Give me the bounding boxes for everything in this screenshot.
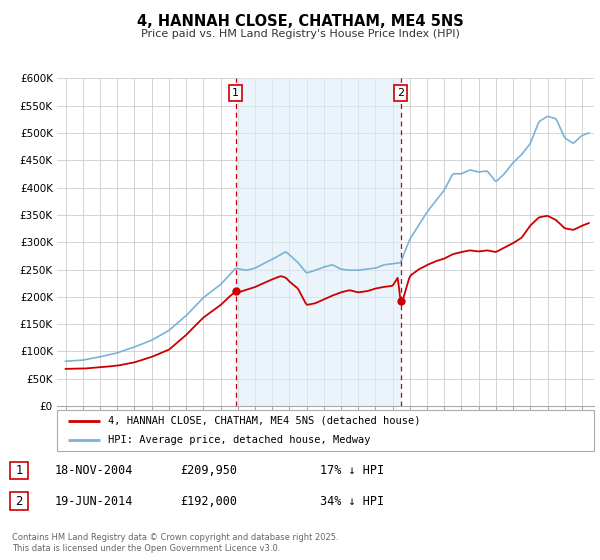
Text: £209,950: £209,950 (180, 464, 237, 477)
Text: HPI: Average price, detached house, Medway: HPI: Average price, detached house, Medw… (108, 435, 371, 445)
Text: Contains HM Land Registry data © Crown copyright and database right 2025.
This d: Contains HM Land Registry data © Crown c… (12, 533, 338, 553)
Text: 4, HANNAH CLOSE, CHATHAM, ME4 5NS (detached house): 4, HANNAH CLOSE, CHATHAM, ME4 5NS (detac… (108, 416, 421, 426)
Bar (236, 78, 401, 406)
Text: 1: 1 (232, 88, 239, 98)
FancyBboxPatch shape (10, 492, 28, 510)
Text: 19-JUN-2014: 19-JUN-2014 (55, 495, 133, 508)
Text: 4, HANNAH CLOSE, CHATHAM, ME4 5NS: 4, HANNAH CLOSE, CHATHAM, ME4 5NS (137, 14, 463, 29)
Text: 34% ↓ HPI: 34% ↓ HPI (320, 495, 384, 508)
Text: £192,000: £192,000 (180, 495, 237, 508)
Text: 2: 2 (397, 88, 404, 98)
Text: 18-NOV-2004: 18-NOV-2004 (55, 464, 133, 477)
FancyBboxPatch shape (10, 461, 28, 479)
Text: Price paid vs. HM Land Registry's House Price Index (HPI): Price paid vs. HM Land Registry's House … (140, 29, 460, 39)
Text: 17% ↓ HPI: 17% ↓ HPI (320, 464, 384, 477)
Text: 1: 1 (15, 464, 23, 477)
Text: 2: 2 (15, 495, 23, 508)
